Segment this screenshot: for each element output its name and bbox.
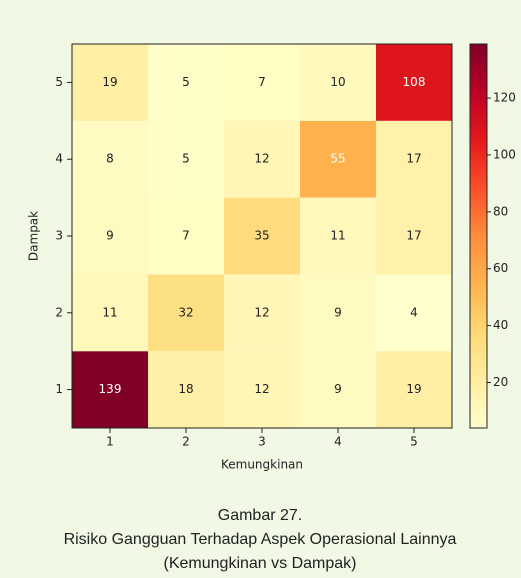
cell-label: 139 bbox=[99, 382, 122, 396]
colorbar-tick-label: 60 bbox=[493, 261, 508, 275]
colorbar-tick-label: 80 bbox=[493, 204, 508, 218]
y-axis-label: Dampak bbox=[27, 211, 41, 261]
x-tick-label: 4 bbox=[334, 435, 342, 449]
colorbar-tick-label: 20 bbox=[493, 375, 508, 389]
heatmap-cell bbox=[148, 197, 224, 275]
x-axis-label: Kemungkinan bbox=[221, 458, 303, 472]
colorbar bbox=[469, 43, 488, 429]
cell-label: 9 bbox=[334, 305, 342, 319]
cell-label: 55 bbox=[330, 152, 345, 166]
heatmap-cell bbox=[148, 120, 224, 198]
heatmap-cell bbox=[376, 120, 452, 198]
heatmap-cell bbox=[300, 351, 376, 428]
heatmap-cell bbox=[300, 120, 376, 198]
x-tick-label: 1 bbox=[106, 435, 114, 449]
y-tick-label: 4 bbox=[55, 152, 63, 166]
heatmap-cell bbox=[300, 274, 376, 352]
cell-label: 11 bbox=[102, 305, 117, 319]
y-tick-label: 1 bbox=[55, 382, 63, 396]
cell-label: 7 bbox=[258, 75, 266, 89]
cell-label: 12 bbox=[254, 305, 269, 319]
colorbar-tick-label: 120 bbox=[493, 91, 516, 105]
x-tick-label: 2 bbox=[182, 435, 190, 449]
cell-label: 32 bbox=[178, 305, 193, 319]
cell-label: 5 bbox=[182, 75, 190, 89]
cell-label: 12 bbox=[254, 382, 269, 396]
colorbar-tick-label: 40 bbox=[493, 318, 508, 332]
cell-label: 18 bbox=[178, 382, 193, 396]
heatmap-cell bbox=[376, 274, 452, 352]
heatmap-cell bbox=[72, 44, 148, 121]
cell-label: 4 bbox=[410, 305, 418, 319]
cell-label: 108 bbox=[403, 75, 426, 89]
cell-label: 11 bbox=[330, 229, 345, 243]
heatmap-cell bbox=[72, 120, 148, 198]
caption-line: (Kemungkinan vs Dampak) bbox=[164, 555, 357, 572]
cell-label: 17 bbox=[406, 229, 421, 243]
heatmap-cell bbox=[148, 44, 224, 121]
y-tick-label: 3 bbox=[55, 229, 63, 243]
heatmap-cell bbox=[300, 197, 376, 275]
caption-line: Risiko Gangguan Terhadap Aspek Operasion… bbox=[64, 531, 457, 548]
y-tick-label: 2 bbox=[55, 305, 63, 319]
cell-label: 9 bbox=[334, 382, 342, 396]
cell-label: 19 bbox=[406, 382, 421, 396]
heatmap-cell bbox=[224, 197, 300, 275]
heatmap-cell bbox=[300, 44, 376, 121]
caption-line: Gambar 27. bbox=[218, 507, 302, 524]
heatmap-cell bbox=[72, 351, 148, 428]
x-tick-label: 5 bbox=[410, 435, 418, 449]
heatmap-cell bbox=[224, 351, 300, 428]
heatmap-cell bbox=[224, 274, 300, 352]
cell-label: 19 bbox=[102, 75, 117, 89]
heatmap-cell bbox=[376, 351, 452, 428]
heatmap-cell bbox=[224, 120, 300, 198]
cell-label: 7 bbox=[182, 229, 190, 243]
heatmap-cell bbox=[72, 274, 148, 352]
cell-label: 9 bbox=[106, 229, 114, 243]
colorbar-tick-label: 100 bbox=[493, 147, 516, 161]
heatmap-cell bbox=[148, 351, 224, 428]
cell-label: 35 bbox=[254, 229, 269, 243]
y-tick-label: 5 bbox=[55, 75, 63, 89]
heatmap-cell bbox=[148, 274, 224, 352]
x-tick-label: 3 bbox=[258, 435, 266, 449]
heatmap-cell bbox=[376, 44, 452, 121]
cell-label: 8 bbox=[106, 152, 114, 166]
cell-label: 10 bbox=[330, 75, 345, 89]
cell-label: 17 bbox=[406, 152, 421, 166]
cell-label: 12 bbox=[254, 152, 269, 166]
heatmap-cell bbox=[72, 197, 148, 275]
heatmap-cell bbox=[376, 197, 452, 275]
cell-label: 5 bbox=[182, 152, 190, 166]
heatmap-cell bbox=[224, 44, 300, 121]
